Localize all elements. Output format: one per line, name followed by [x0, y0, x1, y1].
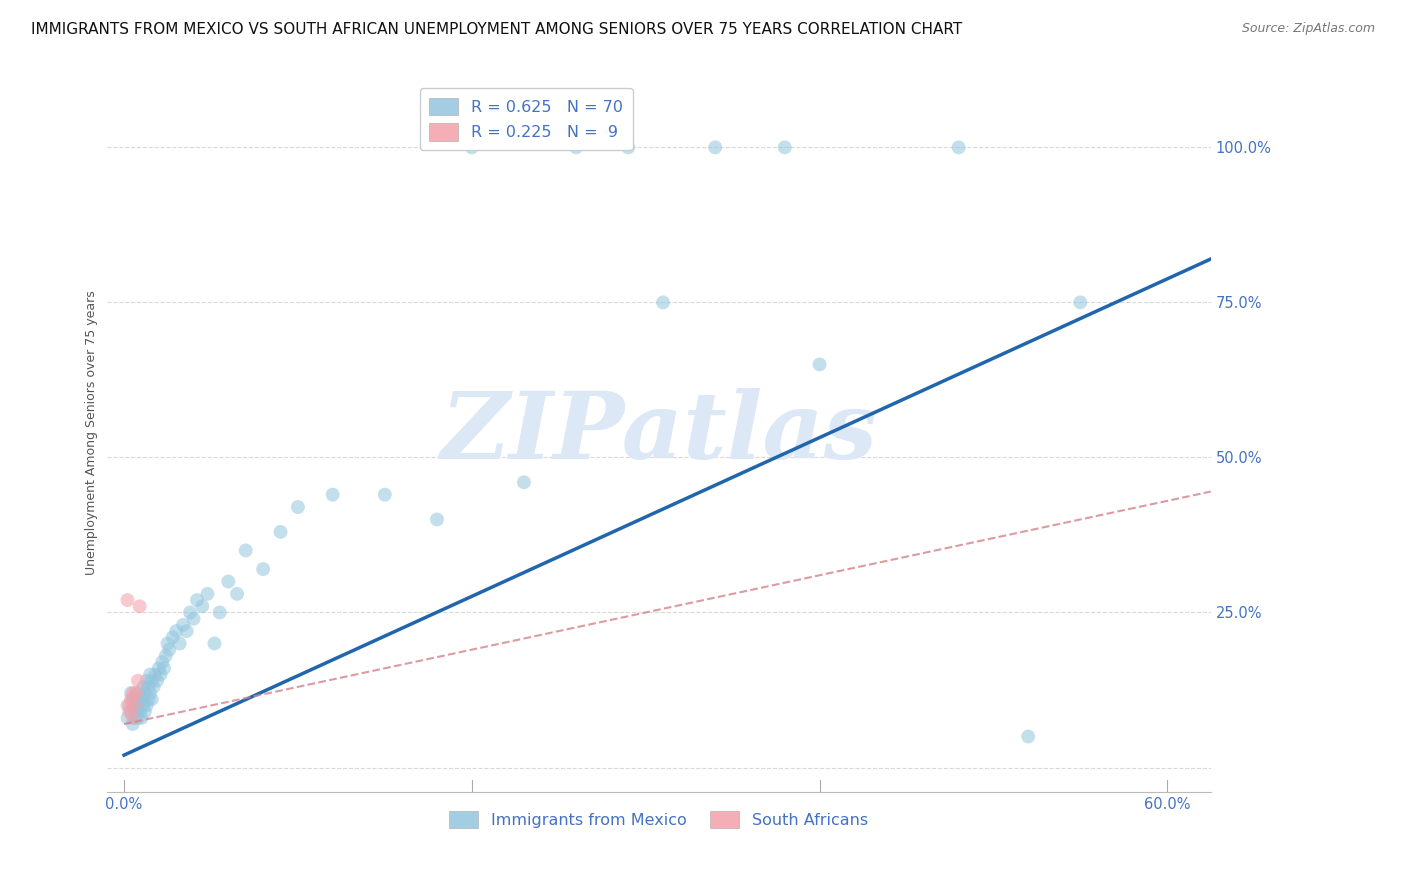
- Point: [128, 599, 150, 614]
- Point: [125, 686, 148, 700]
- Point: [124, 698, 146, 713]
- Point: [176, 624, 198, 638]
- Point: [270, 524, 292, 539]
- Point: [120, 692, 142, 706]
- Point: [141, 673, 163, 688]
- Point: [162, 630, 184, 644]
- Point: [127, 698, 149, 713]
- Point: [191, 599, 214, 614]
- Point: [252, 562, 274, 576]
- Point: [197, 587, 219, 601]
- Point: [132, 680, 155, 694]
- Point: [138, 692, 160, 706]
- Point: [135, 698, 157, 713]
- Point: [139, 686, 162, 700]
- Point: [118, 698, 141, 713]
- Point: [117, 711, 139, 725]
- Point: [139, 667, 162, 681]
- Point: [287, 500, 309, 514]
- Point: [374, 488, 396, 502]
- Point: [204, 636, 226, 650]
- Point: [131, 711, 153, 725]
- Point: [134, 705, 156, 719]
- Point: [121, 692, 143, 706]
- Point: [183, 612, 205, 626]
- Point: [179, 606, 201, 620]
- Point: [169, 636, 191, 650]
- Point: [134, 686, 156, 700]
- Point: [704, 140, 727, 154]
- Point: [128, 705, 150, 719]
- Point: [155, 648, 177, 663]
- Point: [135, 673, 157, 688]
- Point: [157, 642, 180, 657]
- Point: [948, 140, 970, 154]
- Point: [124, 711, 146, 725]
- Point: [1017, 730, 1039, 744]
- Point: [513, 475, 536, 490]
- Point: [652, 295, 675, 310]
- Point: [127, 673, 149, 688]
- Point: [1069, 295, 1091, 310]
- Point: [186, 593, 208, 607]
- Point: [117, 698, 139, 713]
- Point: [120, 705, 142, 719]
- Point: [156, 636, 179, 650]
- Legend: Immigrants from Mexico, South Africans: Immigrants from Mexico, South Africans: [443, 805, 875, 835]
- Text: IMMIGRANTS FROM MEXICO VS SOUTH AFRICAN UNEMPLOYMENT AMONG SENIORS OVER 75 YEARS: IMMIGRANTS FROM MEXICO VS SOUTH AFRICAN …: [31, 22, 962, 37]
- Point: [217, 574, 239, 589]
- Point: [131, 692, 153, 706]
- Point: [118, 705, 141, 719]
- Point: [172, 618, 194, 632]
- Point: [121, 711, 143, 725]
- Point: [124, 698, 146, 713]
- Point: [117, 593, 139, 607]
- Point: [125, 692, 148, 706]
- Point: [165, 624, 187, 638]
- Point: [426, 512, 449, 526]
- Point: [235, 543, 257, 558]
- Point: [146, 673, 169, 688]
- Point: [617, 140, 640, 154]
- Y-axis label: Unemployment Among Seniors over 75 years: Unemployment Among Seniors over 75 years: [86, 290, 98, 575]
- Point: [142, 680, 165, 694]
- Point: [125, 705, 148, 719]
- Point: [149, 667, 172, 681]
- Point: [121, 717, 143, 731]
- Point: [153, 661, 176, 675]
- Point: [226, 587, 249, 601]
- Point: [461, 140, 484, 154]
- Text: ZIPatlas: ZIPatlas: [440, 388, 877, 477]
- Point: [150, 655, 173, 669]
- Point: [565, 140, 588, 154]
- Point: [143, 667, 166, 681]
- Point: [132, 698, 155, 713]
- Point: [322, 488, 344, 502]
- Point: [138, 680, 160, 694]
- Point: [808, 358, 831, 372]
- Point: [141, 692, 163, 706]
- Point: [127, 711, 149, 725]
- Point: [120, 686, 142, 700]
- Text: Source: ZipAtlas.com: Source: ZipAtlas.com: [1241, 22, 1375, 36]
- Point: [121, 686, 143, 700]
- Point: [148, 661, 170, 675]
- Point: [773, 140, 796, 154]
- Point: [128, 686, 150, 700]
- Point: [208, 606, 231, 620]
